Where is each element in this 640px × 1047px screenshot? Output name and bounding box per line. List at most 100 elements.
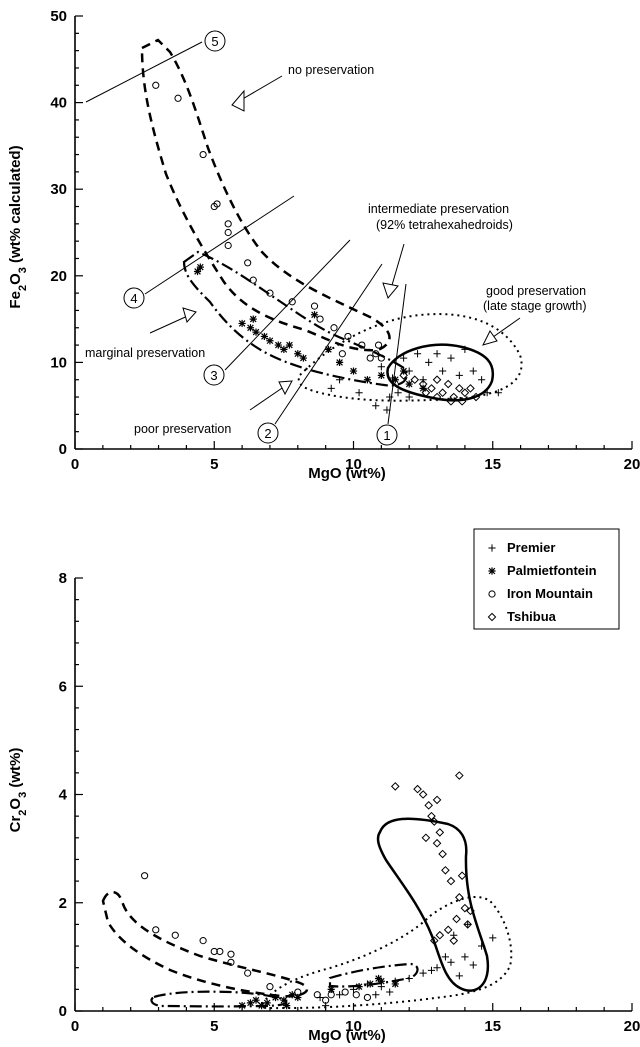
bottom-point-palmietfontein (238, 1001, 246, 1010)
legend-box (473, 528, 620, 630)
bottom-point-iron-mountain (322, 996, 330, 1004)
bottom-y-label-part3: (wt%) (7, 748, 24, 792)
bottom-point-tshibua (438, 849, 447, 859)
arrow-no-preservation-head (231, 89, 245, 112)
top-y-label-part1: Fe (7, 291, 24, 309)
no-preservation-envelope (140, 38, 391, 352)
bottom-point-tshibua (460, 903, 470, 913)
bottom-data-points (141, 771, 497, 1010)
top-point-iron-mountain (249, 276, 257, 284)
bottom-point-iron-mountain (227, 950, 235, 958)
top-y-label-part3: (wt% calculated) (7, 145, 24, 267)
bottom-point-premier (427, 966, 436, 975)
bottom-point-premier (419, 969, 427, 977)
bottom-y-axis-label: Cr2O3 (wt%) (7, 748, 29, 833)
bottom-point-premier (405, 974, 413, 983)
bottom-y-label-part1: Cr (7, 816, 24, 833)
bottom-y-label-sub2: 3 (17, 792, 29, 798)
bottom-y-tick-label: 2 (59, 895, 67, 912)
bottom-point-iron-mountain (210, 947, 218, 956)
top-y-label-sub1: 2 (17, 285, 29, 291)
top-y-tick-label: 20 (50, 268, 67, 285)
bottom-point-premier (450, 931, 458, 939)
bottom-point-palmietfontein (391, 980, 399, 988)
bottom-small-envelope (328, 962, 419, 988)
top-point-premier (377, 363, 385, 371)
bottom-point-premier (447, 958, 455, 966)
top-point-premier (447, 354, 455, 362)
top-point-iron-mountain (338, 350, 346, 358)
top-x-axis-label: MgO (wt%) (308, 465, 385, 482)
top-point-premier (386, 393, 394, 401)
top-point-premier (335, 376, 344, 384)
top-point-iron-mountain (224, 228, 232, 237)
top-y-label-part2: O (7, 273, 24, 285)
bottom-point-palmietfontein (271, 993, 280, 1002)
bottom-point-premier (455, 972, 463, 980)
top-point-premier (469, 367, 477, 375)
bottom-point-palmietfontein (283, 1001, 291, 1010)
label-good-preservation-note: (late stage growth) (483, 299, 587, 313)
bottom-point-iron-mountain (152, 926, 160, 934)
bottom-point-premier (441, 953, 450, 961)
top-point-palmietfontein (266, 337, 274, 345)
bottom-point-iron-mountain (227, 958, 235, 966)
top-x-tick-label: 0 (71, 456, 79, 473)
top-x-tick-label: 15 (484, 456, 501, 473)
bottom-point-iron-mountain (341, 988, 349, 996)
bottom-dotted-envelope (260, 896, 513, 1010)
top-point-iron-mountain (330, 324, 338, 332)
number-1: 1 (383, 428, 390, 443)
top-point-premier (494, 389, 502, 397)
bottom-point-tshibua (424, 801, 434, 810)
top-point-iron-mountain (174, 94, 182, 102)
line-4 (144, 195, 295, 295)
top-point-premier (419, 376, 427, 384)
top-point-iron-mountain (310, 302, 319, 310)
bottom-point-iron-mountain (313, 991, 321, 999)
arrow-intermediate-head (382, 282, 399, 300)
bottom-x-axis-label: MgO (wt%) (308, 1027, 385, 1044)
bottom-point-palmietfontein (246, 999, 255, 1007)
top-point-palmietfontein (260, 332, 268, 341)
top-x-tick-label: 20 (624, 456, 640, 473)
bottom-y-tick-label: 8 (59, 570, 67, 587)
top-point-premier (383, 406, 391, 414)
bottom-y-tick-label: 6 (59, 678, 67, 695)
top-y-tick-label: 40 (50, 95, 67, 112)
line-2 (274, 263, 383, 425)
top-y-tick-label: 0 (59, 441, 67, 458)
top-point-palmietfontein (391, 376, 399, 384)
top-point-tshibua (438, 388, 447, 398)
top-y-label-sub2: 3 (17, 267, 29, 273)
top-point-premier (425, 358, 433, 366)
bottom-x-tick-label: 10 (345, 1018, 362, 1035)
top-point-tshibua (410, 375, 420, 385)
top-point-tshibua (457, 397, 467, 406)
top-point-premier (483, 389, 491, 397)
bottom-point-palmietfontein (280, 996, 288, 1004)
top-point-premier (405, 393, 413, 401)
top-y-tick-label: 10 (50, 354, 67, 371)
bottom-point-tshibua (390, 782, 400, 791)
marker-3 (203, 364, 225, 386)
top-point-premier (355, 389, 363, 397)
top-point-premier (478, 376, 486, 384)
bottom-point-palmietfontein (294, 993, 302, 1002)
bottom-point-iron-mountain (327, 991, 335, 999)
top-point-palmietfontein (285, 341, 294, 349)
top-point-iron-mountain (358, 341, 366, 349)
bottom-point-tshibua (432, 838, 442, 848)
bottom-point-iron-mountain (352, 991, 360, 999)
top-point-palmietfontein (274, 341, 282, 349)
legend-marker-tshibua (487, 612, 497, 622)
bottom-point-premier (335, 991, 344, 999)
top-chart: 5 4 3 2 1 no preservation intermediate p… (7, 8, 640, 482)
bottom-y-tick-label: 0 (59, 1003, 67, 1020)
line-5 (85, 41, 203, 103)
label-good-preservation: good preservation (486, 284, 586, 298)
bottom-point-tshibua (455, 893, 464, 902)
top-point-palmietfontein (405, 380, 413, 388)
label-no-preservation: no preservation (288, 63, 374, 77)
bottom-y-tick-label: 4 (59, 787, 68, 804)
